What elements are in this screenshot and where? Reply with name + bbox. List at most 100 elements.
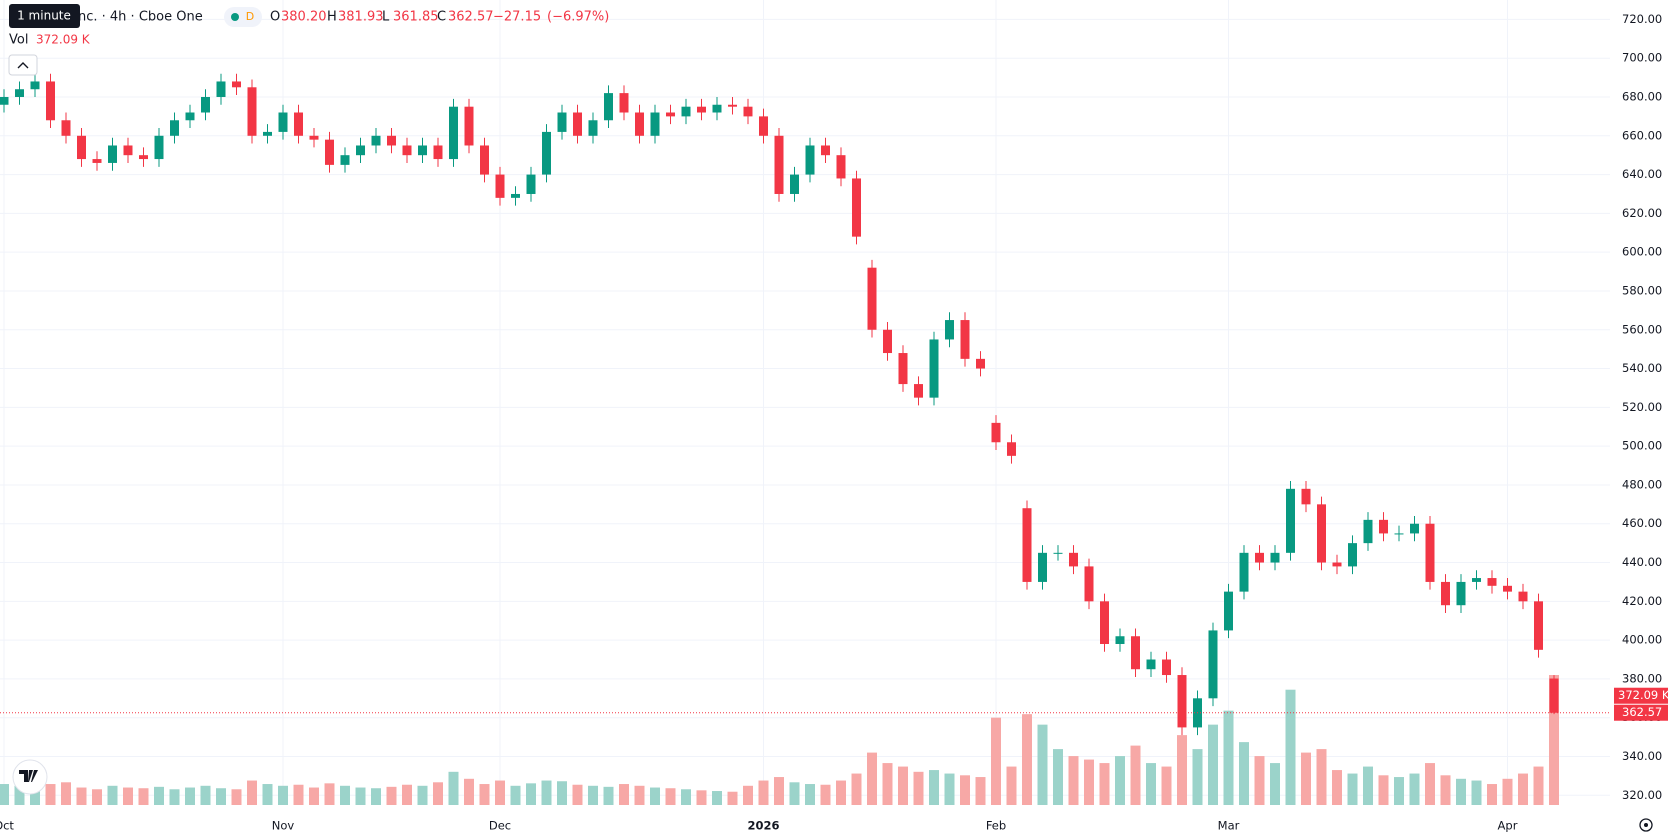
- candle-body: [1146, 659, 1156, 670]
- volume-bar: [898, 766, 908, 805]
- settings-icon[interactable]: [1639, 818, 1653, 832]
- chart-title: nc. · 4h · Cboe One: [78, 10, 203, 25]
- volume-bar: [1053, 749, 1063, 805]
- volume-bar: [45, 784, 56, 805]
- volume-bar: [479, 784, 490, 805]
- candle-body: [247, 87, 257, 136]
- candle-body: [371, 135, 381, 146]
- candle-body: [1038, 552, 1047, 582]
- volume-bar: [1440, 775, 1451, 805]
- volume-bar: [758, 780, 769, 805]
- candle-body: [1549, 678, 1559, 713]
- volume-bar: [200, 785, 211, 805]
- volume-title: Vol: [9, 33, 28, 48]
- y-tick-label: 460.00: [1622, 516, 1662, 530]
- status-pill[interactable]: [224, 7, 262, 27]
- candle-body: [914, 384, 923, 398]
- volume-bar: [355, 787, 366, 805]
- volume-bar: [417, 785, 428, 805]
- candle-body: [852, 178, 861, 237]
- candle-body: [728, 104, 737, 107]
- candle-body: [185, 112, 195, 121]
- y-tick-label: 420.00: [1622, 594, 1662, 608]
- collapse-button[interactable]: [8, 54, 38, 76]
- candle-body: [1022, 508, 1032, 582]
- volume-bar: [789, 782, 800, 805]
- volume-bar: [1130, 745, 1141, 805]
- volume-bar: [1006, 766, 1017, 805]
- volume-bar: [510, 785, 521, 805]
- volume-bar: [882, 763, 893, 805]
- volume-bar: [1146, 763, 1156, 805]
- x-tick-label: Dec: [489, 819, 511, 833]
- volume-bar: [340, 785, 350, 805]
- ohlc-letter: O: [270, 10, 280, 25]
- volume-bar: [1347, 773, 1358, 805]
- candle-body: [883, 329, 892, 354]
- candle-body: [1456, 581, 1466, 606]
- volume-bar: [1161, 766, 1172, 805]
- candle-body: [945, 320, 954, 340]
- volume-bar: [231, 789, 242, 805]
- candle-body: [340, 155, 350, 165]
- overlay-layer: 320.00340.00360.00380.00400.00420.00440.…: [0, 12, 1670, 833]
- volume-bar: [960, 775, 970, 805]
- volume-bar: [262, 784, 273, 805]
- candle-body: [759, 116, 768, 136]
- candle-body: [960, 320, 970, 359]
- volume-bar: [975, 777, 986, 805]
- y-tick-label: 680.00: [1622, 89, 1662, 103]
- volume-bar: [1192, 749, 1203, 805]
- volume-bar: [665, 788, 676, 805]
- candle-body: [1487, 578, 1497, 586]
- candle-body: [588, 120, 598, 136]
- candle-body: [1379, 519, 1388, 534]
- candle-body: [1084, 566, 1094, 602]
- candle-body: [1270, 552, 1280, 563]
- volume-bar: [1239, 742, 1249, 805]
- header: nc. · 4h · Cboe One D 1 minute Vol 372.0…: [8, 4, 609, 76]
- candle-body: [1177, 675, 1187, 728]
- volume-bar: [1456, 778, 1466, 805]
- y-tick-label: 380.00: [1622, 671, 1662, 685]
- candle-body: [650, 112, 660, 136]
- candle-body: [92, 159, 102, 163]
- candle-body: [774, 135, 784, 194]
- volume-bar: [1301, 752, 1311, 805]
- volume-bar: [929, 770, 939, 805]
- candle-body: [0, 96, 9, 105]
- volume-bar: [944, 773, 955, 805]
- tv-logo[interactable]: [12, 759, 48, 795]
- candle-body: [666, 112, 675, 117]
- volume-bar: [1037, 724, 1048, 805]
- volume-bar: [386, 786, 397, 805]
- candle-body: [712, 104, 722, 113]
- change: −27.15: [493, 10, 541, 25]
- candle-body: [1348, 543, 1357, 567]
- volume-bar: [1254, 756, 1265, 805]
- y-tick-label: 500.00: [1622, 439, 1662, 453]
- volume-bar: [805, 784, 815, 805]
- logo-mark: [19, 770, 38, 782]
- volume-bar: [1533, 766, 1544, 805]
- candle-body: [30, 81, 40, 90]
- candle-body: [898, 353, 908, 385]
- candle-body: [449, 106, 458, 160]
- x-tick-label: Feb: [986, 819, 1006, 833]
- volume-bar: [1518, 773, 1528, 805]
- gear: [1639, 818, 1653, 832]
- candle-body: [821, 145, 830, 156]
- candle-body: [1441, 581, 1450, 606]
- candle-body: [294, 112, 303, 136]
- candle-body: [480, 145, 489, 175]
- candle-body: [1425, 523, 1435, 582]
- volume-bar: [634, 785, 645, 805]
- candle-body: [1255, 552, 1264, 563]
- volume-bar: [712, 791, 722, 805]
- candle-body: [433, 145, 443, 160]
- volume-bar: [154, 786, 164, 805]
- volume-bar: [1177, 735, 1187, 805]
- volume-bar: [1394, 777, 1404, 805]
